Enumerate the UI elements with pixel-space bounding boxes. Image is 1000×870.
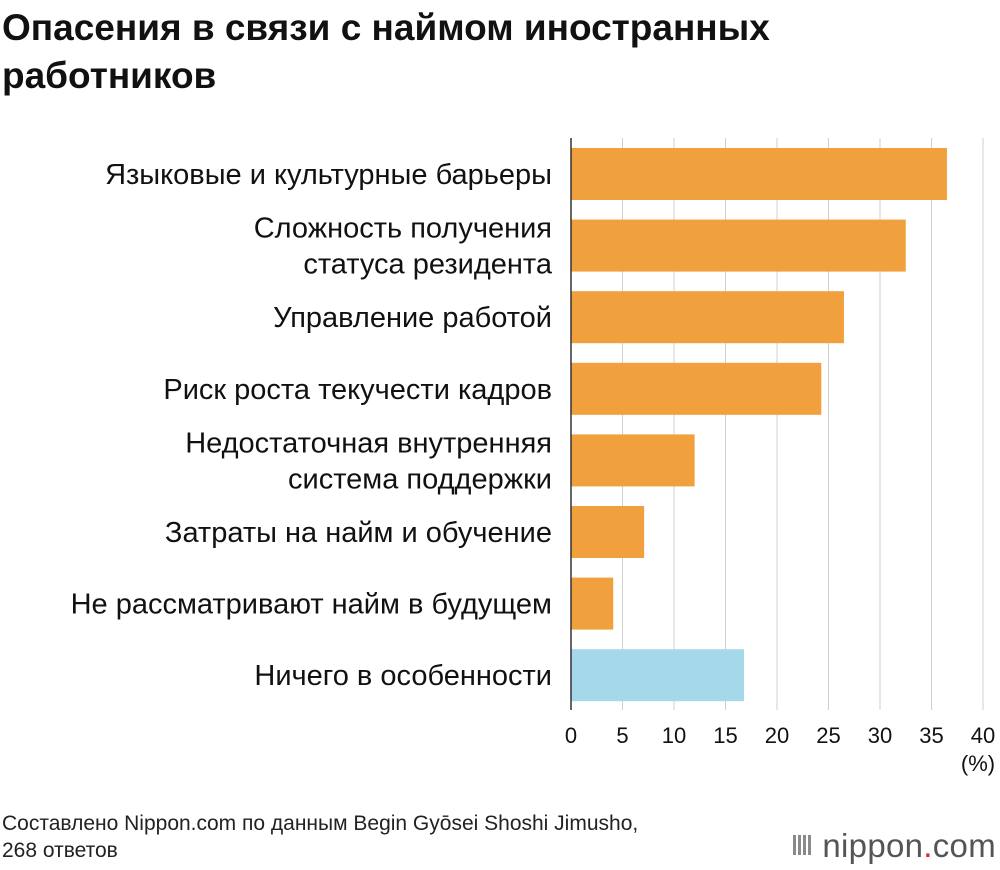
category-label: Не рассматривают найм в будущем (71, 589, 552, 621)
bar-chart: Языковые и культурные барьеры Сложность п… (71, 138, 995, 776)
category-label: Языковые и культурные барьеры (105, 159, 552, 191)
x-tick-label: 20 (765, 723, 789, 748)
source-note: Составлено Nippon.com по данным Begin Gy… (2, 810, 762, 864)
category-label: Сложность получения (254, 213, 552, 245)
category-label: система поддержки (288, 463, 552, 495)
x-tick-label: 25 (816, 723, 840, 748)
x-tick-label: 30 (868, 723, 892, 748)
source-line-1: Составлено Nippon.com по данным Begin Gy… (2, 812, 639, 835)
nippon-logo: nippon.com (792, 826, 996, 866)
category-labels: Языковые и культурные барьеры Сложность п… (71, 159, 553, 692)
category-label: Затраты на найм и обучение (165, 517, 552, 549)
bar (571, 434, 695, 487)
x-axis-unit-label: (%) (961, 751, 995, 776)
x-tick-label: 5 (616, 723, 628, 748)
x-tick-label: 0 (565, 723, 577, 748)
category-label: статуса резидента (303, 249, 553, 281)
category-label: Риск роста текучести кадров (163, 374, 552, 406)
x-tick-label: 35 (919, 723, 943, 748)
bar (571, 506, 645, 558)
bars (571, 148, 947, 702)
bar (571, 649, 745, 702)
bar (571, 148, 947, 200)
x-tick-label: 15 (713, 723, 737, 748)
logo-suffix: com (932, 827, 996, 864)
logo-dot: . (923, 827, 933, 864)
bar (571, 362, 822, 415)
bar (571, 291, 844, 344)
x-tick-label: 40 (971, 723, 995, 748)
bar (571, 219, 906, 272)
category-label: Управление работой (273, 302, 552, 334)
source-line-2: 268 ответов (2, 839, 118, 862)
chart-title: Опасения в связи с наймом иностранных ра… (2, 7, 770, 96)
x-axis-ticks: 0 5 10 15 20 25 30 35 40 (565, 723, 995, 748)
bar (571, 577, 614, 630)
x-tick-label: 10 (662, 723, 686, 748)
logo-name: nippon (822, 827, 924, 864)
category-label: Недостаточная внутренняя (185, 427, 552, 459)
nippon-logo-mark-icon (793, 835, 812, 856)
category-label: Ничего в особенности (254, 660, 552, 692)
